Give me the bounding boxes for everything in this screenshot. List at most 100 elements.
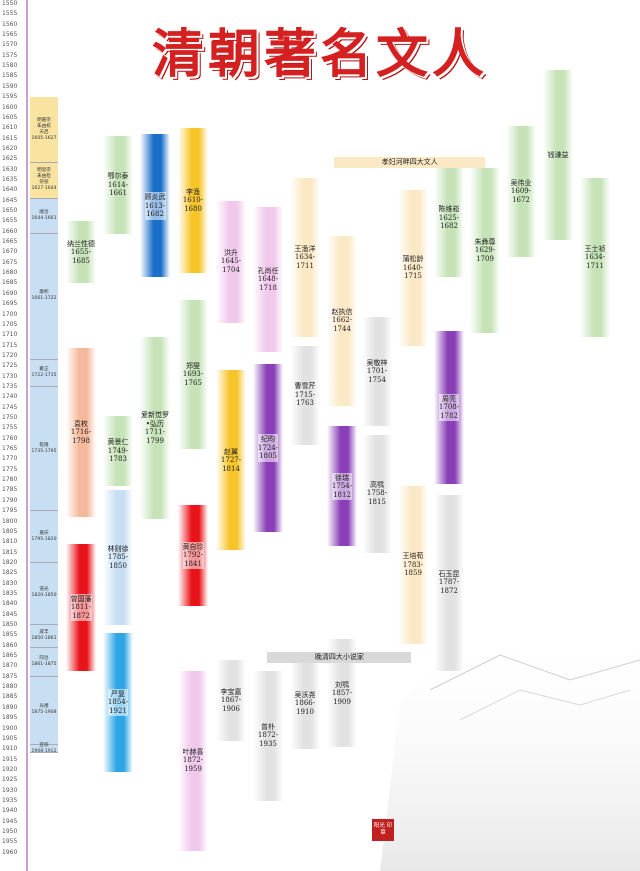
person-bar: 王士祯 1634- 1711 — [580, 177, 610, 338]
year-tick: 1775 — [2, 465, 18, 473]
person-name: 朱彝尊 — [474, 237, 496, 246]
person-years: 1634- 1711 — [294, 253, 316, 270]
person-years: 1749- 1783 — [107, 446, 129, 464]
person-name: 袁枚 — [74, 419, 88, 428]
person-label: 爱新觉罗 •弘历 1711- 1799 — [141, 410, 169, 446]
person-years: 1609- 1672 — [510, 187, 532, 204]
person-bar: 孔尚任 1648- 1718 — [253, 206, 283, 352]
year-tick: 1740 — [2, 393, 18, 401]
person-bar: 曹雪芹 1715- 1763 — [290, 345, 320, 445]
person-name: 高鹗 — [370, 480, 384, 489]
person-years: 1783- 1859 — [402, 560, 424, 578]
person-label: 石玉昆 1787- 1872 — [439, 569, 460, 597]
person-years: 1645- 1704 — [220, 257, 242, 274]
person-name: 纪昀 — [261, 435, 275, 444]
person-bar: 袁枚 1716- 1798 — [66, 347, 96, 518]
year-tick: 1695 — [2, 300, 18, 308]
year-tick: 1610 — [2, 124, 18, 132]
person-bar: 严复 1854- 1921 — [103, 633, 133, 772]
person-name: 石玉昆 — [438, 569, 460, 578]
person-name: 曹雪芹 — [294, 382, 316, 391]
person-bar: 石玉昆 1787- 1872 — [434, 494, 464, 671]
year-tick: 1595 — [2, 93, 18, 101]
year-tick: 1675 — [2, 258, 18, 266]
person-bar: 吴伟业 1609- 1672 — [506, 126, 536, 257]
person-years: 1610- 1680 — [182, 196, 204, 213]
year-tick: 1955 — [2, 838, 18, 846]
person-bar: 王培荀 1783- 1859 — [398, 486, 428, 644]
person-years: 1693- 1765 — [182, 370, 204, 387]
group-label: 晚清四大小说家 — [267, 651, 412, 663]
year-tick: 1960 — [2, 848, 18, 856]
person-years: 1716- 1798 — [70, 428, 92, 445]
person-label: 李宝嘉 1867- 1906 — [221, 687, 242, 715]
era-block: 光绪 1875-1908 — [30, 676, 58, 746]
year-tick: 1880 — [2, 683, 18, 691]
year-tick: 1935 — [2, 796, 18, 804]
person-years: 1758- 1815 — [366, 489, 388, 506]
person-name: 曾朴 — [261, 722, 275, 731]
year-tick: 1820 — [2, 558, 18, 566]
person-label: 王士祯 1634- 1711 — [585, 244, 606, 272]
person-label: 洪升 1645- 1704 — [221, 248, 241, 276]
person-years: 1640- 1715 — [402, 263, 424, 281]
person-years: 1625- 1682 — [438, 213, 460, 231]
year-tick: 1860 — [2, 641, 18, 649]
year-tick: 1570 — [2, 41, 18, 49]
person-bar: 林则徐 1785- 1850 — [103, 490, 133, 625]
year-tick: 1910 — [2, 745, 18, 753]
person-years: 1872- 1959 — [182, 756, 204, 773]
year-tick: 1830 — [2, 579, 18, 587]
person-label: 周亮 1708- 1782 — [438, 393, 460, 422]
page-title: 清朝著名文人 — [151, 24, 488, 85]
person-name: 鄂尔泰 — [107, 172, 129, 181]
year-tick: 1835 — [2, 589, 18, 597]
year-tick: 1725 — [2, 362, 18, 370]
person-label: 蒲松龄 1640- 1715 — [403, 254, 424, 282]
person-years: 1866- 1910 — [294, 699, 316, 716]
year-tick: 1705 — [2, 320, 18, 328]
year-tick: 1825 — [2, 569, 18, 577]
person-bar: 纳兰性德 1655- 1685 — [66, 221, 96, 284]
year-tick: 1780 — [2, 476, 18, 484]
year-tick: 1635 — [2, 175, 18, 183]
person-bar: 高鹗 1758- 1815 — [362, 434, 392, 553]
year-tick: 1925 — [2, 776, 18, 784]
person-name: 赵执信 — [331, 307, 353, 316]
year-tick: 1690 — [2, 289, 18, 297]
person-label: 林则徐 1785- 1850 — [108, 544, 129, 572]
person-name: 李宝嘉 — [220, 687, 242, 696]
year-tick: 1850 — [2, 621, 18, 628]
person-years: 1811- 1872 — [70, 603, 92, 620]
person-bar: 曾朴 1872- 1935 — [253, 670, 283, 801]
year-tick: 1640 — [2, 186, 18, 194]
person-bar: 陈维崧 1625- 1682 — [434, 159, 464, 278]
person-bar: 王渔洋 1634- 1711 — [290, 177, 320, 338]
person-label: 陈维崧 1625- 1682 — [439, 204, 460, 232]
person-years: 1857- 1909 — [331, 689, 353, 706]
person-name: 洪升 — [224, 248, 238, 257]
year-tick: 1870 — [2, 662, 18, 670]
person-name: 赵翼 — [224, 447, 238, 456]
year-tick: 1600 — [2, 103, 18, 111]
person-years: 1711- 1799 — [144, 428, 166, 445]
era-block: 雍正 1722-1735 — [30, 360, 58, 387]
person-years: 1854- 1921 — [107, 698, 129, 715]
person-bar: 黄景仁 1749- 1783 — [103, 415, 133, 487]
person-name: 孔尚任 — [257, 266, 279, 275]
person-years: 1662- 1744 — [331, 316, 353, 333]
person-name: 王渔洋 — [294, 244, 316, 253]
year-axis: 1550 1555 1560 1565 1570 1575 1580 1585 1590 1595… — [0, 0, 30, 871]
person-label: 曹雪芹 1715- 1763 — [295, 381, 316, 409]
year-tick: 1620 — [2, 144, 18, 152]
person-label: 钱谦益 — [548, 150, 569, 161]
person-bar: 赵执信 1662- 1744 — [327, 235, 357, 406]
year-tick: 1715 — [2, 341, 18, 349]
year-tick: 1760 — [2, 434, 18, 442]
year-tick: 1785 — [2, 486, 18, 494]
year-tick: 1720 — [2, 351, 18, 359]
person-years: 1655- 1685 — [70, 248, 92, 265]
person-bar: 黄自珍 1792- 1841 — [178, 504, 208, 607]
year-tick: 1845 — [2, 610, 18, 618]
year-tick: 1655 — [2, 217, 18, 225]
